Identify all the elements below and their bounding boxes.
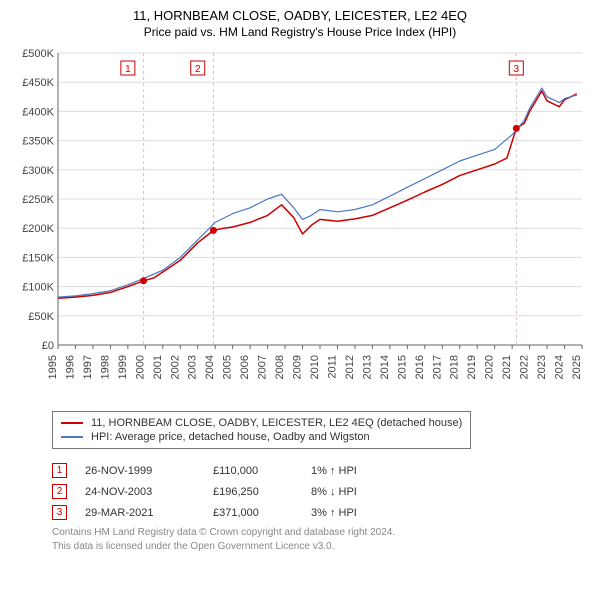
legend-item: HPI: Average price, detached house, Oadb… bbox=[61, 430, 462, 444]
svg-text:2012: 2012 bbox=[344, 355, 356, 379]
svg-text:1998: 1998 bbox=[99, 355, 111, 379]
svg-text:2004: 2004 bbox=[204, 355, 216, 379]
event-row: 3 29-MAR-2021 £371,000 3% ↑ HPI bbox=[52, 505, 588, 520]
event-marker: 3 bbox=[52, 505, 67, 520]
svg-text:£400K: £400K bbox=[22, 106, 54, 118]
price-chart: £0 £50K £100K £150K £200K £250K £300K £350K £400… bbox=[12, 45, 588, 405]
svg-text:2024: 2024 bbox=[554, 355, 566, 379]
page-subtitle: Price paid vs. HM Land Registry's House … bbox=[12, 25, 588, 39]
svg-text:1997: 1997 bbox=[82, 355, 94, 379]
footer-line-2: This data is licensed under the Open Gov… bbox=[52, 540, 588, 554]
svg-text:2006: 2006 bbox=[239, 355, 251, 379]
svg-text:2: 2 bbox=[195, 64, 201, 75]
svg-text:2007: 2007 bbox=[257, 355, 269, 379]
svg-text:2021: 2021 bbox=[501, 355, 513, 379]
svg-text:£200K: £200K bbox=[22, 223, 54, 235]
svg-text:2000: 2000 bbox=[134, 355, 146, 379]
legend-item: 11, HORNBEAM CLOSE, OADBY, LEICESTER, LE… bbox=[61, 416, 462, 430]
legend-swatch bbox=[61, 422, 83, 424]
svg-text:£150K: £150K bbox=[22, 252, 54, 264]
svg-text:£450K: £450K bbox=[22, 77, 54, 89]
event-price: £110,000 bbox=[213, 465, 293, 477]
svg-text:2022: 2022 bbox=[519, 355, 531, 379]
event-hpi: 1% ↑ HPI bbox=[311, 465, 391, 477]
svg-text:2023: 2023 bbox=[536, 355, 548, 379]
svg-text:2011: 2011 bbox=[326, 355, 338, 379]
page-title: 11, HORNBEAM CLOSE, OADBY, LEICESTER, LE… bbox=[12, 8, 588, 23]
event-date: 24-NOV-2003 bbox=[85, 486, 195, 498]
event-price: £196,250 bbox=[213, 486, 293, 498]
svg-text:1999: 1999 bbox=[117, 355, 129, 379]
svg-text:£250K: £250K bbox=[22, 194, 54, 206]
svg-text:2002: 2002 bbox=[169, 355, 181, 379]
legend-label: 11, HORNBEAM CLOSE, OADBY, LEICESTER, LE… bbox=[91, 417, 462, 429]
svg-text:£350K: £350K bbox=[22, 136, 54, 148]
event-hpi: 8% ↓ HPI bbox=[311, 486, 391, 498]
svg-text:1995: 1995 bbox=[47, 355, 59, 379]
legend-label: HPI: Average price, detached house, Oadb… bbox=[91, 431, 370, 443]
svg-text:2020: 2020 bbox=[484, 355, 496, 379]
svg-text:£100K: £100K bbox=[22, 282, 54, 294]
svg-text:£0: £0 bbox=[42, 340, 54, 352]
svg-text:1: 1 bbox=[125, 64, 131, 75]
events-table: 1 26-NOV-1999 £110,000 1% ↑ HPI 2 24-NOV-2003… bbox=[52, 463, 588, 520]
svg-text:2010: 2010 bbox=[309, 355, 321, 379]
svg-text:2013: 2013 bbox=[361, 355, 373, 379]
svg-text:2005: 2005 bbox=[222, 355, 234, 379]
event-marker: 1 bbox=[52, 463, 67, 478]
svg-text:2015: 2015 bbox=[396, 355, 408, 379]
svg-text:£500K: £500K bbox=[22, 48, 54, 60]
svg-text:£50K: £50K bbox=[28, 311, 54, 323]
event-marker: 2 bbox=[52, 484, 67, 499]
svg-text:2008: 2008 bbox=[274, 355, 286, 379]
svg-text:2014: 2014 bbox=[379, 355, 391, 379]
svg-text:2019: 2019 bbox=[466, 355, 478, 379]
svg-text:2018: 2018 bbox=[449, 355, 461, 379]
event-hpi: 3% ↑ HPI bbox=[311, 507, 391, 519]
legend: 11, HORNBEAM CLOSE, OADBY, LEICESTER, LE… bbox=[52, 411, 471, 449]
event-price: £371,000 bbox=[213, 507, 293, 519]
event-row: 2 24-NOV-2003 £196,250 8% ↓ HPI bbox=[52, 484, 588, 499]
legend-swatch bbox=[61, 436, 83, 438]
svg-text:2009: 2009 bbox=[292, 355, 304, 379]
svg-text:2003: 2003 bbox=[187, 355, 199, 379]
svg-text:2016: 2016 bbox=[414, 355, 426, 379]
svg-text:2017: 2017 bbox=[431, 355, 443, 379]
footer-line-1: Contains HM Land Registry data © Crown c… bbox=[52, 526, 588, 540]
svg-text:3: 3 bbox=[514, 64, 520, 75]
svg-text:2001: 2001 bbox=[152, 355, 164, 379]
svg-text:£300K: £300K bbox=[22, 165, 54, 177]
event-date: 26-NOV-1999 bbox=[85, 465, 195, 477]
event-date: 29-MAR-2021 bbox=[85, 507, 195, 519]
footer-attribution: Contains HM Land Registry data © Crown c… bbox=[52, 526, 588, 553]
svg-text:2025: 2025 bbox=[571, 355, 583, 379]
svg-text:1996: 1996 bbox=[64, 355, 76, 379]
event-row: 1 26-NOV-1999 £110,000 1% ↑ HPI bbox=[52, 463, 588, 478]
